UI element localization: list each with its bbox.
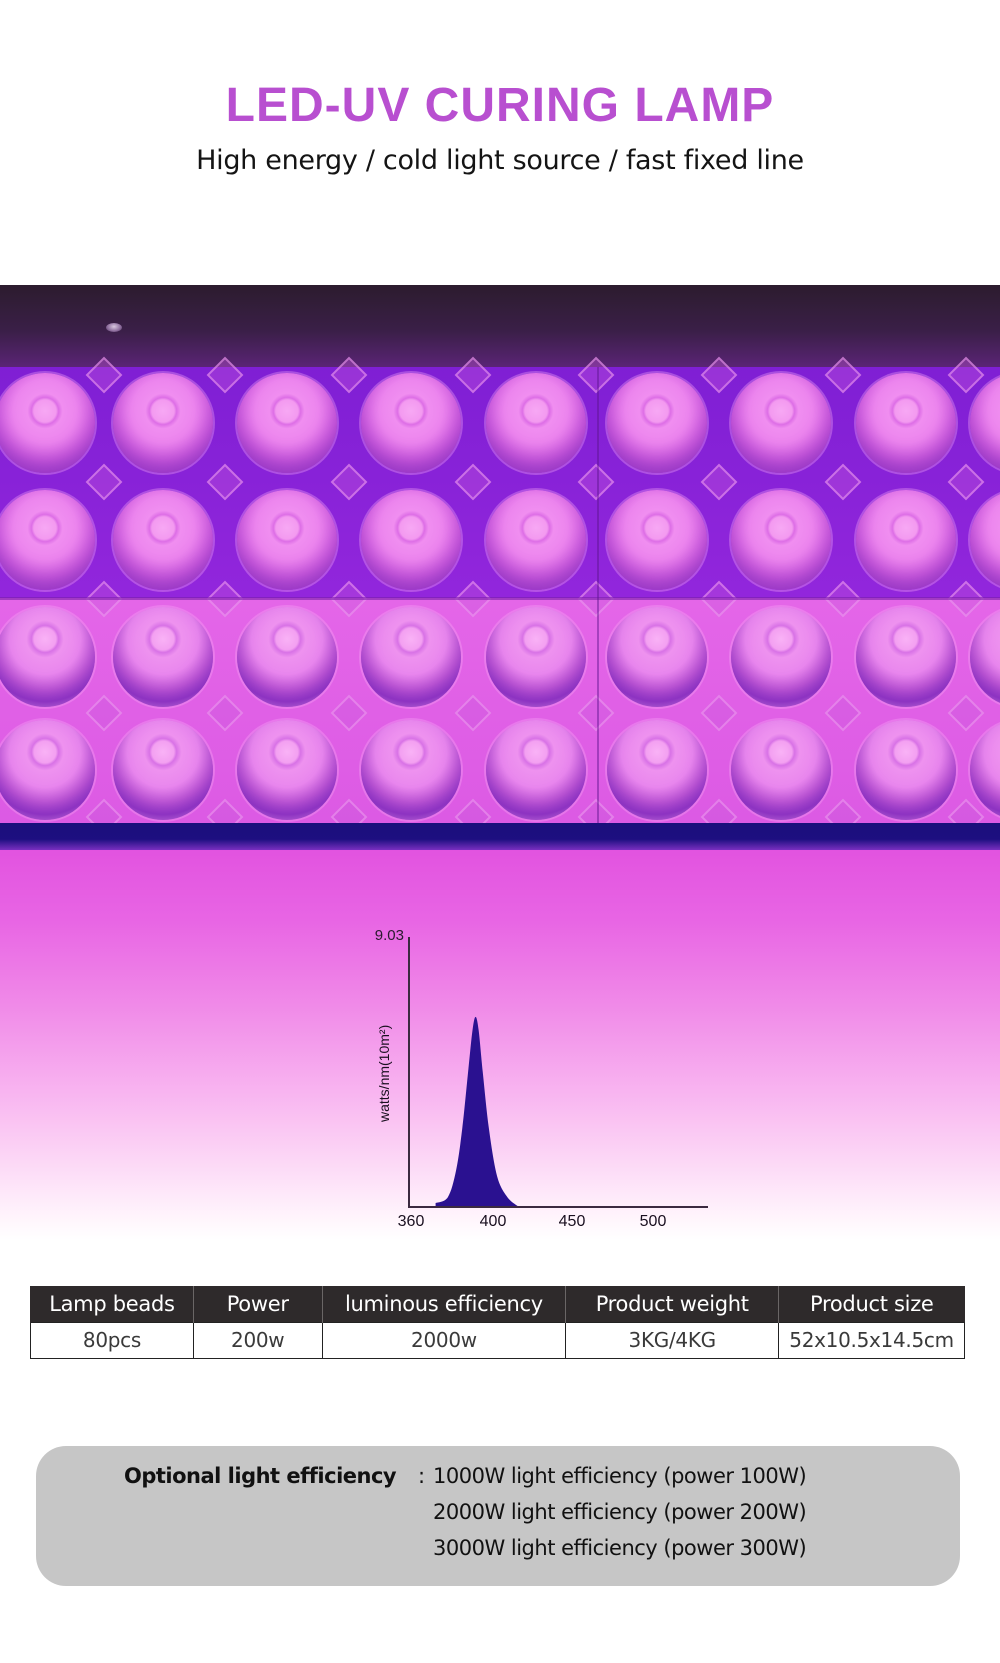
led-bead xyxy=(731,490,831,590)
page-subtitle: High energy / cold light source / fast f… xyxy=(196,145,804,176)
led-bead xyxy=(731,720,831,820)
led-bead xyxy=(361,607,461,707)
cell-power: 200w xyxy=(192,1321,323,1359)
led-bead xyxy=(486,490,586,590)
led-bead xyxy=(113,490,213,590)
led-bead xyxy=(607,607,707,707)
column-header-lamp-beads: Lamp beads xyxy=(30,1286,194,1322)
cell-lamp-beads: 80pcs xyxy=(30,1321,194,1359)
led-bead xyxy=(113,607,213,707)
product-photo-uv-lamp xyxy=(0,285,1000,850)
screw-icon xyxy=(106,323,122,332)
spec-table-header-row: Lamp beads Power luminous efficiency Pro… xyxy=(30,1286,965,1322)
options-separator: : xyxy=(418,1464,426,1488)
led-bead xyxy=(856,373,956,473)
led-bead xyxy=(0,607,95,707)
led-bead xyxy=(607,490,707,590)
led-bead xyxy=(113,720,213,820)
cell-product-weight: 3KG/4KG xyxy=(565,1321,780,1359)
led-bead xyxy=(856,720,956,820)
option-item: 1000W light efficiency (power 100W) xyxy=(433,1464,807,1488)
cell-product-size: 52x10.5x14.5cm xyxy=(778,1321,965,1359)
led-bead xyxy=(361,373,461,473)
lamp-bottom-edge xyxy=(0,823,1000,850)
table-row: 80pcs 200w 2000w 3KG/4KG 52x10.5x14.5cm xyxy=(30,1321,965,1359)
led-bead xyxy=(856,607,956,707)
page-title: LED-UV CURING LAMP xyxy=(225,79,775,132)
options-label: Optional light efficiency xyxy=(124,1464,397,1488)
led-bead xyxy=(0,720,95,820)
led-bead xyxy=(856,490,956,590)
led-bead xyxy=(361,720,461,820)
uv-glow-background xyxy=(0,850,1000,1240)
option-item: 2000W light efficiency (power 200W) xyxy=(433,1500,807,1524)
lamp-housing xyxy=(0,285,1000,367)
led-bead xyxy=(607,373,707,473)
led-bead xyxy=(113,373,213,473)
plate-seam xyxy=(597,367,599,823)
optional-efficiency-panel: Optional light efficiency : 1000W light … xyxy=(36,1446,960,1586)
column-header-product-size: Product size xyxy=(778,1286,965,1322)
led-bead xyxy=(237,373,337,473)
column-header-product-weight: Product weight xyxy=(565,1286,779,1322)
led-bead xyxy=(607,720,707,820)
led-bead xyxy=(237,720,337,820)
led-bead xyxy=(486,607,586,707)
column-header-power: Power xyxy=(192,1286,323,1322)
plate-seam xyxy=(0,597,1000,600)
led-bead xyxy=(361,490,461,590)
spec-table: Lamp beads Power luminous efficiency Pro… xyxy=(30,1286,965,1359)
led-bead xyxy=(486,720,586,820)
column-header-luminous-efficiency: luminous efficiency xyxy=(321,1286,566,1322)
led-bead xyxy=(237,607,337,707)
led-bead xyxy=(0,373,95,473)
led-bead xyxy=(731,373,831,473)
led-bead xyxy=(0,490,95,590)
led-bead xyxy=(731,607,831,707)
led-bead xyxy=(486,373,586,473)
led-bead xyxy=(237,490,337,590)
cell-luminous-efficiency: 2000w xyxy=(321,1321,567,1359)
option-item: 3000W light efficiency (power 300W) xyxy=(433,1536,807,1560)
